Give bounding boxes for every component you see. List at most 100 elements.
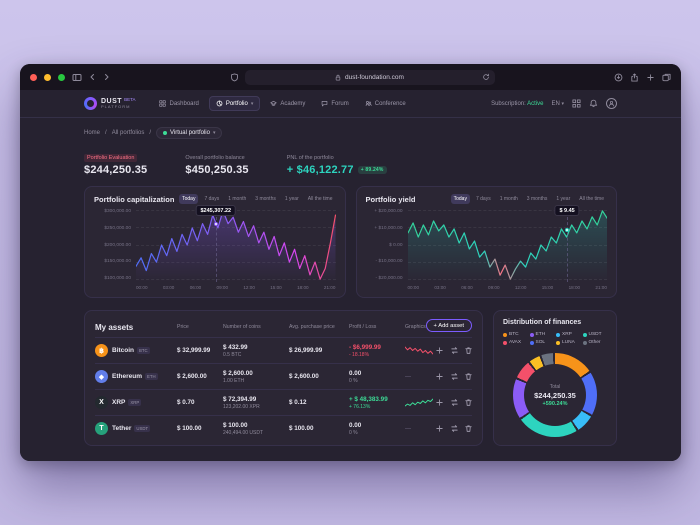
assets-title: My assets [95,322,134,332]
forward-icon[interactable] [103,73,110,81]
legend-dot [556,340,560,345]
privacy-shield-icon[interactable] [230,72,239,82]
tab-today[interactable]: Today [450,194,470,204]
minimize-window-button[interactable] [44,73,51,81]
beta-badge: BETA [124,97,136,102]
plus-icon [436,399,443,406]
legend-item-xrp: XRP [556,332,581,337]
tab-3-months[interactable]: 3 months [526,196,548,202]
buy-asset-button[interactable] [435,371,444,382]
swap-asset-button[interactable] [449,371,458,382]
breadcrumb-separator: / [105,129,107,136]
buy-asset-button[interactable] [435,397,444,408]
portfolio-selector[interactable]: Virtual portfolio ▾ [156,126,223,139]
swap-icon [450,425,458,432]
delete-asset-button[interactable] [464,423,473,434]
asset-profit-loss: 0.00 0 % [349,369,362,384]
table-row-ethereum[interactable]: ◆ Ethereum ETH $ 2,600.00 $ 2,600.00 1.0… [95,363,472,389]
new-tab-icon[interactable] [646,73,655,82]
buy-asset-button[interactable] [435,423,444,434]
nav-item-dashboard[interactable]: Dashboard [153,97,204,110]
donut-center: Total $244,250.35 +590.24% [524,364,586,426]
asset-profit-loss: + $ 48,383.99 + 76.13% [349,395,388,410]
row-actions [435,423,474,434]
language-selector[interactable]: EN ▾ [551,100,564,107]
back-icon[interactable] [89,73,96,81]
tab-all-time[interactable]: All the time [307,196,333,202]
y-axis-labels: $300,000.00 $250,000.00 $200,000.00 $150… [104,209,131,281]
share-icon[interactable] [630,72,639,82]
tab-1-month[interactable]: 1 month [228,196,247,202]
main-menu: Dashboard Portfolio ▾ Academy Forum [153,96,411,111]
time-range-tabs: Today 7 days 1 month 3 months 1 year All… [179,194,335,204]
crosshair-line [567,217,569,282]
column-avg-purchase-price: Avg. purchase price [289,324,335,330]
stat-evaluation: Portfolio Evaluation $244,250.35 [84,146,147,176]
column-profit-loss: Profit / Loss [349,324,377,330]
tab-overview-icon[interactable] [662,73,671,82]
tab-all-time[interactable]: All the time [579,196,604,202]
tab-1-year[interactable]: 1 year [556,196,571,202]
downloads-icon[interactable] [614,73,623,82]
chevron-down-icon: ▾ [212,129,216,136]
tab-7-days[interactable]: 7 days [475,196,491,202]
buy-asset-button[interactable] [435,345,444,356]
table-row-xrp[interactable]: X XRP XRP $ 0.70 $ 72,394.99 123,202.00 … [95,389,472,415]
chevron-down-icon: ▾ [250,100,254,107]
stat-label: Portfolio Evaluation [84,154,138,162]
tab-7-days[interactable]: 7 days [204,196,220,202]
subscription-value: Active [527,100,544,107]
status-dot [163,130,168,135]
reload-icon[interactable] [482,73,490,81]
charts-row: Portfolio capitalization Today 7 days 1 … [84,186,617,298]
crosshair-line [215,217,217,282]
conference-icon [365,101,372,106]
stat-value: $450,250.35 [185,164,249,176]
delete-asset-button[interactable] [464,371,473,382]
tab-3-months[interactable]: 3 months [255,196,276,202]
user-avatar[interactable] [606,98,617,109]
nav-item-conference[interactable]: Conference [359,97,412,110]
asset-name: Bitcoin [112,347,135,354]
distribution-donut-chart[interactable]: Total $244,250.35 +590.24% [513,353,597,437]
tab-1-month[interactable]: 1 month [499,196,518,202]
dashboard-icon [159,100,167,107]
asset-symbol-badge: USDT [134,425,151,432]
tab-1-year[interactable]: 1 year [284,196,299,202]
nav-item-forum[interactable]: Forum [315,97,354,110]
apps-grid-icon[interactable] [572,99,581,108]
capitalization-plot[interactable]: $245,307.22 [136,205,336,282]
brand-logo[interactable]: DUST BETA PLATFORM [84,97,135,110]
donut-change: +590.24% [542,400,568,407]
add-asset-button[interactable]: + Add asset [425,319,472,332]
yield-plot[interactable]: $ 9.45 [407,205,607,282]
swap-asset-button[interactable] [449,423,458,434]
column-number-of-coins: Number of coins [223,324,261,330]
nav-item-portfolio[interactable]: Portfolio ▾ [208,96,261,111]
asset-profit-loss: 0.00 0 % [349,421,362,436]
tab-today[interactable]: Today [179,194,199,204]
swap-asset-button[interactable] [449,345,458,356]
close-window-button[interactable] [30,73,37,81]
notifications-icon[interactable] [589,99,598,108]
asset-profit-loss: - $6,999.99 - 18.18% [349,343,381,358]
table-row-bitcoin[interactable]: ฿ Bitcoin BTC $ 32,999.99 $ 432.99 0.5 B… [95,337,472,363]
asset-sparkline [405,397,435,408]
stat-value: $244,250.35 [84,164,148,176]
address-bar[interactable]: dust-foundation.com [244,69,495,85]
row-actions [435,345,474,356]
asset-symbol-badge: BTC [137,347,150,354]
breadcrumb-home[interactable]: Home [84,129,101,136]
distribution-legend: BTC ETH XRP USDT AVAX SOL LUNA Other [503,332,607,345]
zoom-window-button[interactable] [58,73,65,81]
sidebar-toggle-icon[interactable] [72,73,82,82]
delete-asset-button[interactable] [464,345,473,356]
chevron-down-icon: ▾ [561,100,564,107]
asset-avg-price: $ 26,999.99 [289,347,323,354]
asset-sparkline: — [405,425,411,432]
nav-item-academy[interactable]: Academy [264,97,311,110]
swap-asset-button[interactable] [449,397,458,408]
breadcrumb-all-portfolios[interactable]: All portfolios [111,129,145,136]
table-row-tether[interactable]: T Tether USDT $ 100.00 $ 100.00 240,494.… [95,415,472,441]
delete-asset-button[interactable] [464,397,473,408]
